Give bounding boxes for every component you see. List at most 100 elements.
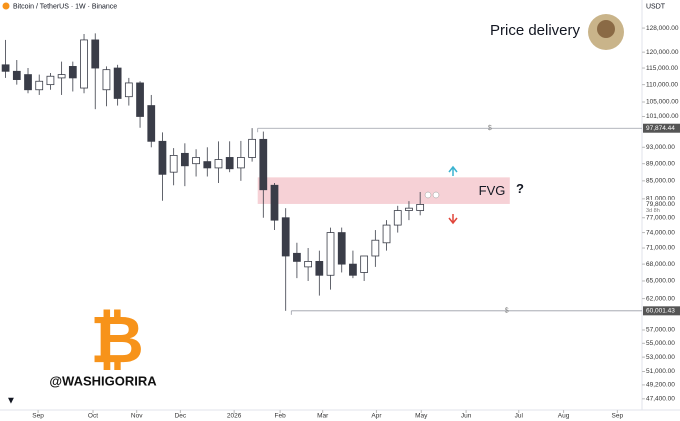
eye — [424, 191, 432, 199]
x-tick-label: Sep — [612, 413, 624, 420]
annotation: Price delivery — [490, 22, 581, 39]
candle — [169, 148, 178, 186]
candle-body — [304, 260, 312, 268]
y-tick-label: 62,000.00 — [646, 295, 675, 302]
candle-body — [203, 161, 212, 169]
candle-body — [24, 74, 32, 91]
y-tick-label: 115,000.00 — [646, 65, 678, 72]
level-marker: $ — [505, 308, 509, 315]
candle — [349, 250, 357, 279]
candle-body — [192, 157, 200, 165]
level-label: 97,874.44 — [646, 125, 675, 132]
candle-body — [136, 82, 144, 117]
candle-body — [270, 184, 279, 221]
y-tick-label: 120,000.00 — [646, 49, 679, 56]
candle — [57, 61, 66, 95]
y-tick-label: 74,000.00 — [646, 229, 675, 236]
candle — [248, 128, 256, 162]
fvg-label: FVG — [479, 183, 506, 198]
x-tick-label: Jul — [515, 413, 524, 420]
y-tick-label: 110,000.00 — [646, 81, 678, 88]
x-tick-label: May — [415, 413, 428, 420]
candle-body — [326, 232, 335, 276]
y-tick-label: 55,000.00 — [646, 340, 675, 347]
candle — [147, 94, 156, 148]
candle — [158, 132, 167, 201]
candle-body — [225, 157, 234, 170]
candle — [35, 74, 44, 95]
candle-body — [315, 260, 324, 276]
x-tick-label: 2026 — [227, 413, 242, 420]
y-tick-label: 65,000.00 — [646, 278, 675, 285]
y-tick-label: 128,000.00 — [646, 25, 679, 32]
candle — [293, 242, 301, 279]
candle-body — [337, 232, 346, 265]
y-tick-label: 77,000.00 — [646, 214, 675, 221]
watermark: @WASHIGORIRA — [49, 373, 157, 388]
candle-body — [12, 70, 21, 80]
candle — [80, 33, 88, 94]
candle-body — [91, 39, 100, 69]
candle — [12, 60, 21, 85]
x-tick-label: Apr — [371, 413, 382, 420]
candle-body — [57, 74, 66, 79]
candle-body — [382, 224, 391, 244]
y-tick-label: 71,000.00 — [646, 245, 675, 252]
candle — [214, 141, 223, 184]
fvg-note: ? — [516, 181, 524, 196]
level-badge — [643, 123, 680, 133]
fvg-arrows — [424, 165, 458, 225]
y-tick-label: 85,000.00 — [646, 178, 675, 185]
candle-body — [113, 67, 122, 99]
candle — [102, 66, 111, 107]
candle-body — [281, 217, 290, 257]
candle-body — [293, 252, 301, 262]
candle — [46, 72, 55, 90]
x-tick-label: Feb — [275, 413, 287, 420]
candle-body — [214, 159, 223, 169]
tv-logo: ▼ — [6, 396, 16, 407]
x-tick-label: Sep — [32, 413, 44, 420]
last-price-badge — [643, 199, 680, 214]
y-tick-label: 89,000.00 — [646, 160, 675, 167]
fvg-zone — [257, 177, 510, 204]
candle-body — [102, 69, 111, 91]
x-tick-label: Jun — [461, 413, 472, 420]
y-tick-label: 105,000.00 — [646, 99, 679, 106]
x-tick-label: Dec — [175, 413, 187, 420]
candle — [1, 39, 10, 78]
candle-body — [248, 138, 256, 158]
y-tick-label: 49,200.00 — [646, 382, 675, 389]
candle-body — [35, 80, 44, 91]
x-tick-label: Mar — [317, 413, 329, 420]
candle-body — [371, 239, 380, 257]
candle — [393, 205, 402, 233]
candle-body — [1, 64, 10, 72]
candle — [281, 208, 290, 311]
candle — [180, 143, 189, 187]
candle-body — [416, 204, 425, 211]
candle — [371, 230, 380, 267]
candle — [203, 147, 212, 177]
x-tick-label: Aug — [558, 413, 570, 420]
chart-title: Bitcoin / TetherUS · 1W · Binance — [13, 3, 117, 10]
candle — [337, 227, 346, 273]
candle — [304, 248, 312, 281]
symbol-icon — [2, 2, 10, 10]
y-tick-label: 47,400.00 — [646, 396, 675, 403]
y-tick-label: 68,000.00 — [646, 261, 675, 268]
candle — [416, 191, 425, 216]
candle-body — [237, 157, 245, 169]
candle — [113, 64, 122, 106]
avatar-face — [597, 20, 615, 38]
candle-body — [180, 152, 189, 167]
candle-body — [259, 138, 268, 191]
level-marker: $ — [488, 125, 492, 132]
last-price-label: 79,800.00 — [646, 201, 675, 208]
candle — [225, 141, 234, 173]
y-tick-label: 101,000.00 — [646, 113, 679, 120]
candle-body — [169, 154, 178, 173]
candle — [237, 140, 245, 181]
candle-body — [360, 255, 369, 273]
